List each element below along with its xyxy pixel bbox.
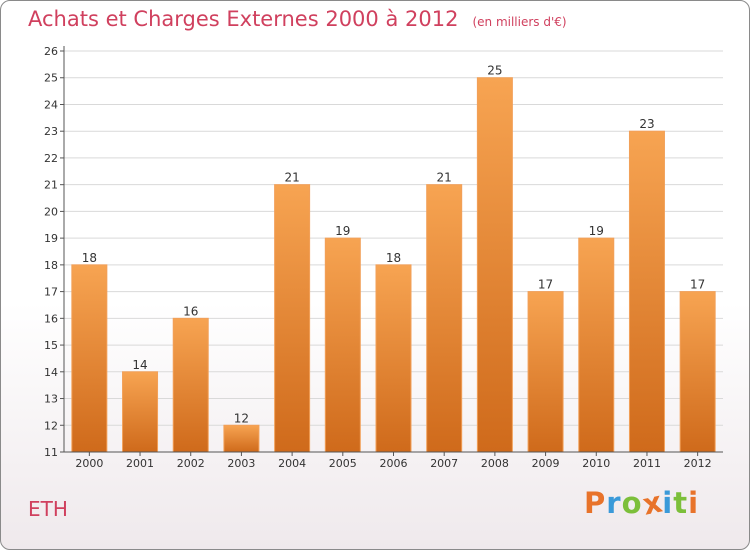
bar-2008 — [476, 77, 513, 453]
y-tick-label: 12 — [44, 419, 58, 432]
x-tick-label-2010: 2010 — [582, 457, 610, 470]
y-tick-label: 24 — [44, 98, 58, 111]
y-tick-label: 17 — [44, 286, 58, 299]
y-tick-label: 11 — [44, 446, 58, 459]
x-tick-label-2003: 2003 — [227, 457, 255, 470]
data-label-2006: 18 — [386, 251, 401, 265]
y-tick-label: 26 — [44, 45, 58, 58]
x-tick-label-2008: 2008 — [481, 457, 509, 470]
data-label-2010: 19 — [589, 224, 604, 238]
y-tick-label: 20 — [44, 205, 58, 218]
title-text: Achats et Charges Externes 2000 à 2012 — [28, 7, 459, 31]
logo-letter: r — [606, 486, 622, 520]
x-tick-label-2004: 2004 — [278, 457, 306, 470]
y-tick-label: 15 — [44, 339, 58, 352]
data-label-2007: 21 — [437, 171, 452, 185]
location-label: ETH — [28, 497, 68, 521]
bar-2001 — [122, 371, 159, 453]
y-tick-label: 23 — [44, 125, 58, 138]
bar-2000 — [71, 264, 108, 453]
logo-letter: i — [688, 486, 700, 520]
data-label-2004: 21 — [284, 171, 299, 185]
bar-2003 — [223, 424, 260, 453]
chart-title: Achats et Charges Externes 2000 à 2012 (e… — [28, 7, 567, 31]
bar-2009 — [527, 291, 564, 453]
y-tick-label: 25 — [44, 72, 58, 85]
data-label-2001: 14 — [132, 358, 147, 372]
x-tick-label-2007: 2007 — [430, 457, 458, 470]
proxiti-logo: Proxiti — [584, 484, 700, 521]
x-tick-label-2000: 2000 — [75, 457, 103, 470]
y-tick-label: 18 — [44, 259, 58, 272]
y-tick-label: 16 — [44, 312, 58, 325]
logo-letter: P — [584, 486, 607, 520]
data-label-2008: 25 — [487, 64, 502, 78]
logo-letter: t — [673, 486, 689, 520]
x-tick-label-2012: 2012 — [684, 457, 712, 470]
y-tick-label: 14 — [44, 366, 58, 379]
bar-2011 — [628, 130, 665, 453]
bar-2012 — [679, 291, 716, 453]
title-unit: (en milliers d'€) — [472, 15, 567, 29]
x-tick-label-2002: 2002 — [177, 457, 205, 470]
x-tick-label-2011: 2011 — [633, 457, 661, 470]
bar-2002 — [172, 317, 209, 453]
data-label-2003: 12 — [234, 411, 249, 425]
x-tick-label-2006: 2006 — [380, 457, 408, 470]
labels: 11 12 13 14 15 16 17 18 19 20 21 22 23 24 25 26 18 2000 14… — [44, 45, 712, 470]
x-tick-label-2009: 2009 — [532, 457, 560, 470]
y-tick-label: 22 — [44, 152, 58, 165]
data-label-2000: 18 — [82, 251, 97, 265]
bar-2010 — [578, 237, 615, 453]
x-tick-label-2005: 2005 — [329, 457, 357, 470]
bar-2005 — [324, 237, 361, 453]
data-label-2005: 19 — [335, 224, 350, 238]
axes — [60, 46, 723, 456]
data-label-2002: 16 — [183, 304, 198, 318]
y-tick-label: 21 — [44, 179, 58, 192]
bars — [71, 77, 716, 453]
y-tick-label: 19 — [44, 232, 58, 245]
bar-2007 — [426, 184, 463, 453]
x-tick-label-2001: 2001 — [126, 457, 154, 470]
bar-2004 — [274, 184, 311, 453]
y-tick-label: 13 — [44, 393, 58, 406]
bar-2006 — [375, 264, 412, 453]
data-label-2009: 17 — [538, 278, 553, 292]
data-label-2011: 23 — [639, 117, 654, 131]
data-label-2012: 17 — [690, 278, 705, 292]
logo-letter: o — [621, 486, 643, 520]
logo-letter: i — [662, 486, 674, 520]
